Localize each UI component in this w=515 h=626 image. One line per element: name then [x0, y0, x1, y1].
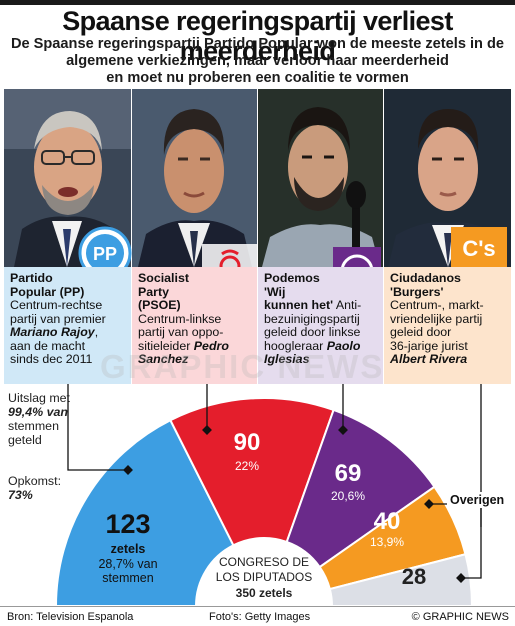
party-name: Partido	[10, 271, 53, 285]
party-desc: sinds dec 2011	[10, 352, 93, 366]
vote-pct-label: 13,9%	[370, 535, 404, 549]
pp-logo-text: PP	[93, 244, 117, 264]
seat-value-label: 69	[335, 460, 362, 487]
party-desc-text: Anti-	[335, 298, 362, 312]
party-desc: sitieleider Pedro Sanchez	[138, 338, 253, 367]
party-desc: geleid door linkse	[264, 325, 361, 339]
count-line: stemmen	[8, 419, 59, 433]
count-line: 99,4% van	[8, 405, 108, 419]
party-panel-podemos: Podemos 'Wij kunnen het' Anti- bezuinigi…	[258, 267, 383, 384]
vote-pct-label: 22%	[235, 459, 259, 473]
seat-value-label: 28	[402, 564, 426, 589]
party-name: Popular (PP)	[10, 284, 85, 299]
party-panel-ciudadanos: Ciudadanos 'Burgers' Centrum-, markt- vr…	[384, 267, 511, 384]
party-desc: vriendelijke partij	[390, 311, 483, 326]
party-desc: Centrum-rechtse	[10, 298, 103, 312]
party-desc: kunnen het' Anti-	[264, 298, 379, 313]
others-label: Overigen	[450, 493, 504, 507]
chart-total-label: 350 zetels	[236, 586, 293, 600]
party-desc: hoogleraar Paolo Iglesias	[264, 338, 379, 367]
count-line: Uitslag met	[8, 391, 70, 405]
party-desc: partij van oppo-	[138, 325, 224, 339]
subtitle-line: algemene verkiezingen, maar verloor haar…	[66, 53, 449, 69]
party-desc-text: sitieleider	[138, 338, 191, 353]
party-leader: Albert Rivera	[390, 352, 507, 367]
turnout-value-text: 73%	[8, 488, 33, 502]
leader-name: Paolo Iglesias	[264, 338, 361, 366]
leader-name: Mariano Rajoy	[10, 325, 95, 339]
seat-slice	[328, 553, 474, 606]
party-name: 'Wij	[264, 284, 286, 299]
party-desc: bezuinigingspartij	[264, 311, 360, 326]
chart-center-title: LOS DIPUTADOS	[216, 570, 312, 584]
party-panel-pp: Partido Popular (PP) Centrum-rechtse par…	[4, 267, 131, 384]
copyright: © GRAPHIC NEWS	[411, 611, 509, 623]
party-desc: aan de macht	[10, 338, 86, 353]
ciudadanos-logo-icon: C's	[451, 227, 507, 267]
turnout-note: Opkomst: 73%	[8, 474, 108, 502]
party-name: Party	[138, 284, 169, 299]
vote-count-note: Uitslag met 99,4% van stemmen geteld	[8, 391, 108, 447]
watermark: GRAPHIC NEWS	[100, 348, 385, 385]
photo-sanchez	[132, 89, 257, 267]
party-name: 'Burgers'	[390, 284, 444, 299]
count-line: geteld	[8, 433, 42, 447]
leader-line	[461, 504, 482, 579]
subtitle-line: De Spaanse regeringspartij Partido Popul…	[10, 36, 505, 52]
turnout-value: 73%	[8, 488, 108, 502]
photo-iglesias	[258, 89, 383, 267]
party-desc-text: hoogleraar	[264, 338, 324, 353]
page-subtitle: De Spaanse regeringspartij Partido Popul…	[6, 36, 509, 87]
leader-name: Pedro Sanchez	[138, 338, 229, 366]
party-panel-psoe: Socialist Party (PSOE) Centrum-linkse pa…	[132, 267, 257, 384]
seat-slice	[169, 397, 335, 547]
party-leader: Mariano Rajoy,	[10, 325, 99, 339]
ciudadanos-logo-text: C's	[462, 236, 495, 261]
vote-pct-label: 28,7% van	[98, 557, 157, 571]
party-name: kunnen het'	[264, 298, 334, 312]
party-desc: geleid door	[390, 325, 452, 339]
party-desc: 36-jarige jurist	[390, 338, 468, 353]
chart-center-title: CONGRESO DE	[219, 555, 309, 569]
leader-name: Albert Rivera	[390, 352, 468, 366]
vote-pct-label: stemmen	[102, 571, 153, 585]
top-rule	[0, 0, 515, 5]
seat-slice	[54, 418, 235, 606]
page-title: Spaanse regeringspartij verliest meerder…	[62, 6, 453, 66]
leader-dot	[456, 573, 466, 583]
seat-value-label: 40	[374, 508, 401, 535]
party-name: Podemos	[264, 271, 320, 285]
party-desc: Centrum-linkse	[138, 311, 222, 326]
footer: Bron: Television Espanola Foto's: Getty …	[0, 606, 515, 626]
party-name: Ciudadanos	[390, 271, 461, 285]
photo-credit: Foto's: Getty Images	[209, 611, 311, 623]
seat-unit-label: zetels	[111, 542, 146, 556]
party-name: (PSOE)	[138, 298, 181, 312]
others-label-bg	[447, 492, 509, 508]
count-value: 99,4% van	[8, 405, 68, 419]
party-desc: partij van premier	[10, 311, 106, 326]
leader-line	[67, 384, 128, 471]
source-credit: Bron: Television Espanola	[7, 611, 134, 623]
subtitle-line: en moet nu proberen een coalitie te vorm…	[106, 70, 409, 86]
turnout-label: Opkomst:	[8, 474, 62, 488]
party-desc: Centrum-, markt-	[390, 298, 484, 312]
seat-value-label: 123	[105, 509, 150, 539]
party-name: Socialist	[138, 271, 189, 285]
seat-value-label: 90	[234, 429, 261, 456]
vote-pct-label: 20,6%	[331, 489, 365, 503]
pp-logo-icon: PP	[78, 226, 132, 280]
